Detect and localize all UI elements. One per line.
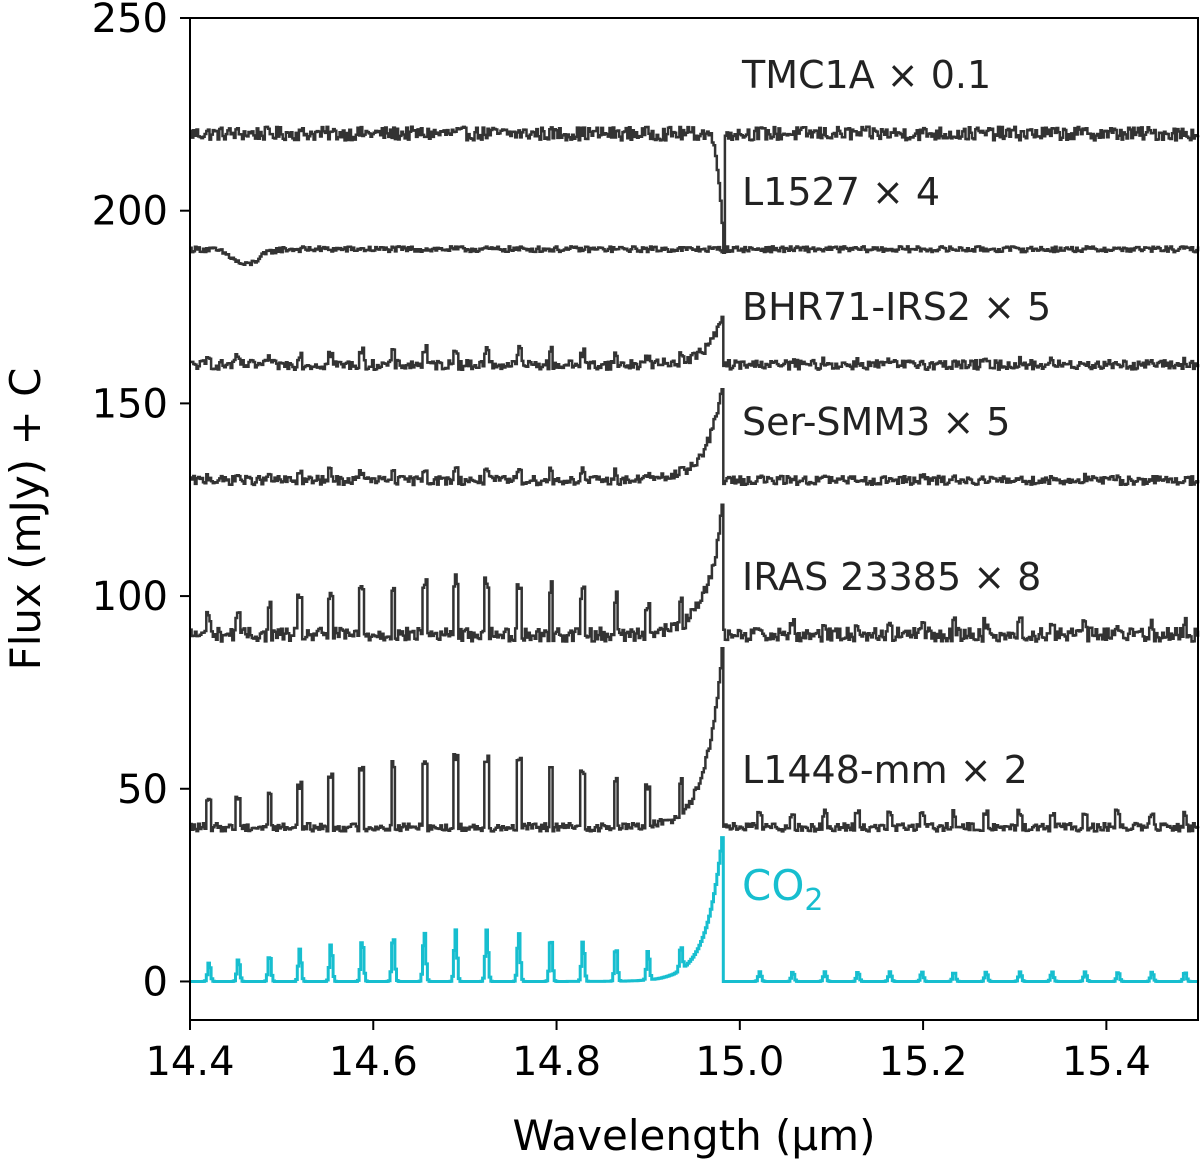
- series-labels: TMC1A × 0.1 L1527 × 4 BHR71-IRS2 × 5 Ser-SM…: [741, 53, 1051, 918]
- x-tick-label: 14.6: [329, 1039, 418, 1085]
- y-axis: 0 50 100 150 200 250: [92, 0, 190, 1005]
- series-line: [190, 315, 1200, 371]
- series-label: TMC1A × 0.1: [741, 53, 991, 97]
- y-tick-label: 0: [143, 959, 168, 1005]
- series-line: [190, 245, 1200, 267]
- series-line: [190, 125, 1200, 254]
- y-tick-label: 200: [92, 189, 168, 235]
- x-tick-label: 15.0: [695, 1039, 784, 1085]
- co2-label-subscript: 2: [804, 883, 823, 918]
- series-label: Ser-SMM3 × 5: [742, 400, 1010, 444]
- series-line: [190, 646, 1200, 833]
- co2-label-main: CO: [742, 861, 804, 910]
- plot-frame: [189, 17, 1199, 1021]
- y-tick-label: 50: [117, 767, 168, 813]
- y-tick-label: 150: [92, 381, 168, 427]
- x-axis: 14.4 14.6 14.8 15.0 15.2 15.4: [145, 1020, 1151, 1085]
- x-tick-label: 15.4: [1062, 1039, 1151, 1085]
- series-label: L1448-mm × 2: [742, 748, 1028, 792]
- y-tick-label: 100: [92, 574, 168, 620]
- series-line: [190, 503, 1200, 643]
- x-tick-label: 14.4: [145, 1039, 234, 1085]
- x-axis-title: Wavelength (μm): [513, 1111, 876, 1160]
- series-layer: [190, 125, 1200, 983]
- series-line: [190, 388, 1200, 487]
- x-tick-label: 14.8: [512, 1039, 601, 1085]
- y-axis-title: Flux (mJy) + C: [1, 368, 50, 671]
- series-label: IRAS 23385 × 8: [742, 555, 1041, 599]
- series-label: BHR71-IRS2 × 5: [742, 285, 1051, 329]
- y-tick-label: 250: [92, 0, 168, 42]
- series-label: L1527 × 4: [742, 170, 940, 214]
- co2-label: CO2: [742, 861, 823, 918]
- x-tick-label: 15.2: [879, 1039, 968, 1085]
- series-line: [190, 836, 1198, 983]
